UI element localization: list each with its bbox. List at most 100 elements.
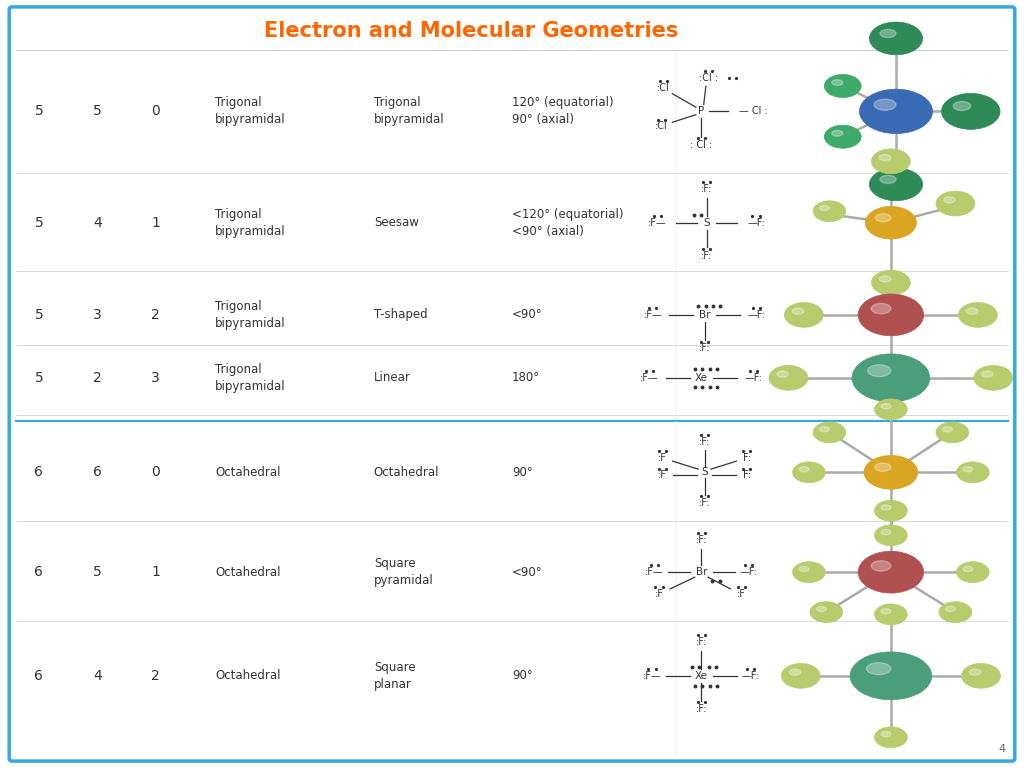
Ellipse shape: [859, 89, 933, 134]
Text: 2: 2: [93, 371, 101, 385]
Ellipse shape: [942, 427, 952, 432]
Text: Trigonal
bipyramidal: Trigonal bipyramidal: [215, 96, 286, 127]
Text: Trigonal
bipyramidal: Trigonal bipyramidal: [215, 300, 286, 330]
Text: 1: 1: [152, 216, 160, 230]
Ellipse shape: [781, 664, 820, 688]
Text: S: S: [703, 217, 710, 228]
Text: Octahedral: Octahedral: [215, 566, 281, 578]
Text: 2: 2: [152, 308, 160, 322]
Text: : Cl :: : Cl :: [690, 140, 713, 150]
Text: 4: 4: [93, 669, 101, 683]
Text: 5: 5: [35, 371, 43, 385]
Ellipse shape: [881, 732, 891, 737]
Text: Br: Br: [698, 310, 711, 320]
Text: :F:: :F:: [695, 637, 708, 647]
Text: :F: :F: [737, 589, 746, 599]
Ellipse shape: [880, 154, 891, 161]
Ellipse shape: [956, 561, 989, 583]
Ellipse shape: [874, 525, 907, 546]
Text: 2: 2: [152, 669, 160, 683]
Ellipse shape: [874, 604, 907, 625]
Text: —F:: —F:: [748, 310, 765, 320]
Text: Trigonal
bipyramidal: Trigonal bipyramidal: [374, 96, 444, 127]
Ellipse shape: [963, 567, 973, 571]
Text: :F—: :F—: [645, 567, 664, 578]
Ellipse shape: [881, 505, 891, 510]
Text: 6: 6: [35, 565, 43, 579]
Ellipse shape: [810, 601, 843, 623]
Text: — Cl :: — Cl :: [738, 106, 767, 117]
Ellipse shape: [871, 303, 891, 314]
Text: Electron and Molecular Geometries: Electron and Molecular Geometries: [264, 21, 678, 41]
Ellipse shape: [874, 399, 907, 420]
Text: Square
pyramidal: Square pyramidal: [374, 557, 433, 588]
Ellipse shape: [777, 371, 788, 377]
Ellipse shape: [958, 303, 997, 327]
Ellipse shape: [941, 94, 1000, 129]
Ellipse shape: [881, 404, 891, 409]
Text: :F—: :F—: [648, 217, 667, 228]
Text: :F—: :F—: [643, 670, 662, 681]
Text: <90°: <90°: [512, 566, 543, 578]
Text: 90°: 90°: [512, 670, 532, 682]
Ellipse shape: [790, 669, 801, 675]
Ellipse shape: [874, 463, 891, 472]
Text: :F:: :F:: [698, 437, 711, 447]
Ellipse shape: [871, 561, 891, 571]
Text: :Cl: :Cl: [654, 121, 668, 131]
Text: :F: :F: [654, 589, 664, 599]
Ellipse shape: [880, 175, 896, 184]
Ellipse shape: [813, 200, 846, 222]
Ellipse shape: [831, 131, 843, 136]
Ellipse shape: [867, 365, 891, 376]
Ellipse shape: [819, 206, 829, 210]
Text: 6: 6: [35, 669, 43, 683]
Text: Linear: Linear: [374, 372, 411, 384]
Ellipse shape: [871, 149, 910, 174]
Text: P: P: [698, 106, 705, 117]
Ellipse shape: [962, 664, 1000, 688]
Ellipse shape: [865, 207, 916, 239]
Text: 4: 4: [998, 744, 1006, 754]
Ellipse shape: [880, 276, 891, 282]
Text: 90°: 90°: [512, 466, 532, 478]
Ellipse shape: [963, 467, 973, 472]
Text: 180°: 180°: [512, 372, 540, 384]
Ellipse shape: [871, 270, 910, 295]
Text: :Cl :: :Cl :: [698, 73, 718, 83]
Text: :Cl: :Cl: [657, 83, 670, 93]
Text: 5: 5: [93, 565, 101, 579]
Text: Octahedral: Octahedral: [215, 670, 281, 682]
Text: Square
planar: Square planar: [374, 660, 416, 691]
Text: :F:: :F:: [695, 535, 708, 545]
Ellipse shape: [881, 609, 891, 614]
Text: Octahedral: Octahedral: [374, 466, 439, 478]
Text: 5: 5: [35, 308, 43, 322]
Ellipse shape: [831, 80, 843, 85]
Text: 6: 6: [93, 465, 101, 479]
Ellipse shape: [881, 375, 891, 379]
Ellipse shape: [982, 371, 993, 377]
Ellipse shape: [953, 101, 971, 111]
Text: —F:: —F:: [739, 567, 758, 578]
Text: 1: 1: [152, 565, 160, 579]
Ellipse shape: [970, 669, 981, 675]
Ellipse shape: [852, 354, 930, 402]
Ellipse shape: [850, 652, 932, 700]
Ellipse shape: [858, 294, 924, 336]
Text: :F:: :F:: [698, 343, 711, 353]
Text: :F: :F: [657, 471, 667, 481]
Text: T-shaped: T-shaped: [374, 309, 427, 321]
Ellipse shape: [874, 500, 907, 521]
Text: :F:: :F:: [698, 498, 711, 508]
Text: 6: 6: [35, 465, 43, 479]
Text: :F: :F: [657, 453, 667, 463]
Ellipse shape: [869, 168, 923, 200]
Text: 120° (equatorial)
90° (axial): 120° (equatorial) 90° (axial): [512, 96, 613, 127]
Ellipse shape: [956, 462, 989, 483]
Text: 5: 5: [35, 104, 43, 118]
Ellipse shape: [864, 455, 918, 489]
Ellipse shape: [793, 462, 825, 483]
Text: Trigonal
bipyramidal: Trigonal bipyramidal: [215, 362, 286, 393]
Text: Trigonal
bipyramidal: Trigonal bipyramidal: [215, 207, 286, 238]
